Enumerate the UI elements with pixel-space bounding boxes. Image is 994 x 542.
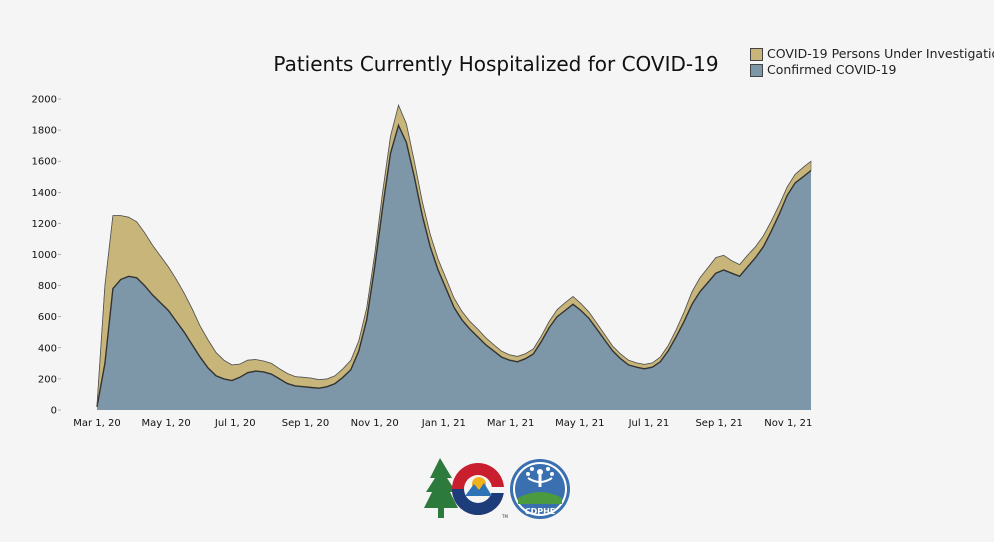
x-tick-label: Sep 1, 21 (695, 418, 742, 429)
x-axis: Mar 1, 20 May 1, 20 Jul 1, 20 Sep 1, 20 Nov … (73, 418, 812, 429)
y-tick-label: 1400 (32, 188, 57, 199)
state-logos: TM CDPHE (424, 458, 570, 519)
mountain-icon (465, 483, 492, 496)
x-tick-label: Sep 1, 20 (282, 418, 329, 429)
series-line-confirmed (96, 123, 812, 408)
x-tick-label: Nov 1, 21 (764, 418, 812, 429)
chart-areas (96, 103, 812, 411)
series-area-confirmed[interactable] (97, 125, 811, 411)
cdphe-text: CDPHE (525, 507, 556, 516)
series-line-pui-top (96, 103, 812, 406)
x-tick-label: May 1, 21 (555, 418, 604, 429)
chart-title: Patients Currently Hospitalized for COVI… (273, 52, 719, 76)
cdphe-logo: CDPHE (510, 459, 570, 519)
x-tick-label: Jul 1, 20 (214, 418, 256, 429)
tree-icon (424, 458, 458, 518)
y-tick-label: 600 (38, 312, 57, 323)
y-tick-label: 400 (38, 343, 57, 354)
legend-label-confirmed: Confirmed COVID-19 (767, 62, 897, 77)
y-tick-label: 800 (38, 281, 57, 292)
x-tick-label: Jul 1, 21 (628, 418, 670, 429)
y-tick-label: 200 (38, 374, 57, 385)
legend-item-pui[interactable]: COVID-19 Persons Under Investigation (750, 46, 994, 62)
y-axis: 0 200 400 600 800 1000 1200 1400 1600 1800 2000 (32, 95, 61, 417)
y-tick-label: 1000 (32, 250, 57, 261)
x-tick-label: Jan 1, 21 (421, 418, 466, 429)
y-tick-label: 1200 (32, 219, 57, 230)
y-tick-label: 0 (51, 406, 57, 417)
x-tick-label: Nov 1, 20 (351, 418, 399, 429)
tm-mark: TM (501, 514, 508, 519)
x-tick-label: Mar 1, 21 (487, 418, 535, 429)
x-tick-label: Mar 1, 20 (73, 418, 121, 429)
legend-label-pui: COVID-19 Persons Under Investigation (767, 46, 994, 61)
y-tick-label: 1800 (32, 126, 57, 137)
legend-item-confirmed[interactable]: Confirmed COVID-19 (750, 62, 994, 78)
y-tick-label: 2000 (32, 95, 57, 106)
x-tick-label: May 1, 20 (141, 418, 190, 429)
chart-plot: 0 200 400 600 800 1000 1200 1400 1600 1800 2000 Ma… (32, 95, 813, 430)
legend-swatch-pui (750, 47, 763, 61)
colorado-logo: TM (424, 458, 508, 519)
legend: COVID-19 Persons Under Investigation Con… (750, 46, 994, 78)
legend-swatch-confirmed (750, 63, 763, 77)
y-tick-label: 1600 (32, 157, 57, 168)
